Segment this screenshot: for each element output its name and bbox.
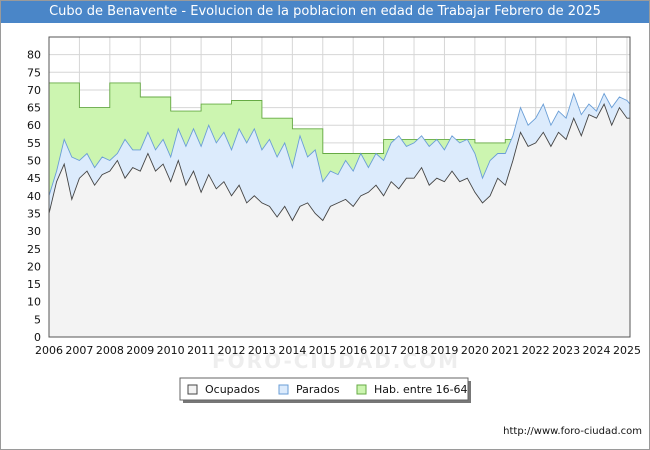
x-tick-label: 2020	[461, 344, 489, 357]
y-tick-label: 50	[27, 155, 41, 168]
line-ocupados	[48, 102, 630, 222]
x-tick-label: 2014	[278, 344, 306, 357]
x-tick-label: 2012	[218, 344, 246, 357]
x-tick-label: 2024	[583, 344, 611, 357]
y-tick-label: 40	[27, 190, 41, 203]
y-tick-label: 0	[34, 331, 41, 344]
line-parados	[48, 92, 631, 196]
x-tick-label: 2023	[552, 344, 580, 357]
plot-border	[48, 36, 631, 338]
legend-swatch-parados	[278, 384, 289, 395]
legend-swatch-hab	[356, 384, 367, 395]
x-tick-label: 2006	[35, 344, 63, 357]
x-tick-label: 2010	[157, 344, 185, 357]
y-tick-label: 55	[27, 137, 41, 150]
x-tick-label: 2017	[370, 344, 398, 357]
legend: Ocupados Parados Hab. entre 16-64	[179, 377, 471, 403]
y-tick-label: 10	[27, 296, 41, 309]
x-tick-label: 2011	[187, 344, 215, 357]
y-tick-label: 65	[27, 102, 41, 115]
footer-url: http://www.foro-ciudad.com	[503, 426, 642, 437]
area-ocupados	[49, 104, 630, 337]
y-tick-label: 60	[27, 119, 41, 132]
legend-box	[179, 377, 469, 401]
x-tick-label: 2007	[65, 344, 93, 357]
y-tick-label: 45	[27, 172, 41, 185]
x-axis: 2006 2007 2008 2009 2010 2011 2012 2013 2014 2015…	[35, 344, 641, 357]
x-tick-label: 2025	[613, 344, 641, 357]
x-tick-label: 2022	[522, 344, 550, 357]
y-tick-label: 30	[27, 225, 41, 238]
series-layer	[48, 82, 631, 338]
legend-label-hab: Hab. entre 16-64	[374, 383, 468, 396]
x-tick-label: 2021	[491, 344, 519, 357]
y-axis: 0 5 10 15 20 25 30 35 40 45 50 55 60 65 70 75 80	[27, 49, 41, 344]
y-tick-label: 5	[34, 313, 41, 326]
x-tick-label: 2015	[309, 344, 337, 357]
legend-label-parados: Parados	[296, 383, 340, 396]
y-tick-label: 75	[27, 66, 41, 79]
x-tick-label: 2016	[339, 344, 367, 357]
chart-title: Cubo de Benavente - Evolucion de la pobl…	[1, 1, 649, 23]
x-tick-label: 2013	[248, 344, 276, 357]
y-tick-label: 80	[27, 49, 41, 62]
legend-swatch-ocupados	[187, 384, 198, 395]
x-tick-label: 2008	[96, 344, 124, 357]
legend-label-ocupados: Ocupados	[205, 383, 260, 396]
y-tick-label: 70	[27, 84, 41, 97]
x-tick-label: 2009	[126, 344, 154, 357]
y-tick-label: 35	[27, 207, 41, 220]
y-tick-label: 25	[27, 243, 41, 256]
watermark: FORO-CIUDAD.COM	[212, 349, 460, 373]
x-tick-label: 2018	[400, 344, 428, 357]
y-tick-label: 20	[27, 260, 41, 273]
x-tick-label: 2019	[430, 344, 458, 357]
y-tick-label: 15	[27, 278, 41, 291]
